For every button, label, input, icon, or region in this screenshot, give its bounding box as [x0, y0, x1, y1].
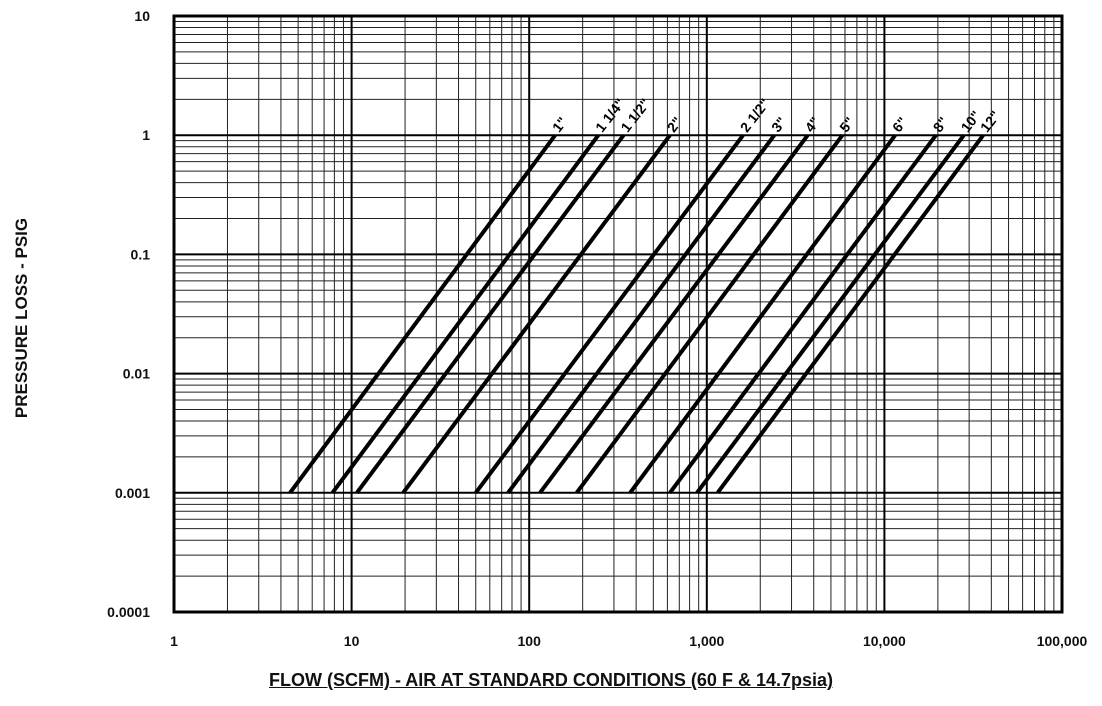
x-tick-label: 100,000	[1037, 633, 1088, 649]
y-tick-label: 0.0001	[107, 604, 150, 620]
series-line	[575, 134, 844, 494]
series-line	[506, 134, 776, 494]
series-line	[695, 134, 966, 494]
series-labels: 1" 1 1/4"1 1/2" 2" 2 1/2"3" 4" 5" 6" 8" 10"12"	[549, 95, 1003, 135]
series-label: 4"	[801, 114, 822, 135]
x-tick-label: 10	[344, 633, 360, 649]
series-label: 8"	[930, 114, 951, 135]
y-tick-labels: 10 1 0.1 0.01 0.001 0.0001	[107, 8, 150, 620]
series-line	[668, 134, 938, 494]
series-label: 1"	[549, 114, 570, 135]
series-line	[538, 134, 810, 494]
x-tick-label: 10,000	[863, 633, 906, 649]
y-tick-label: 0.001	[115, 485, 150, 501]
series-label: 12"	[977, 108, 1003, 135]
series-label: 6"	[889, 114, 910, 135]
series-line	[401, 134, 672, 494]
series-line	[715, 134, 985, 494]
series-label: 3"	[768, 114, 789, 135]
series-line	[474, 134, 745, 494]
x-tick-labels: 1 10 100 1,000 10,000 100,000	[170, 633, 1087, 649]
y-tick-label: 10	[134, 8, 150, 24]
plot-frame	[172, 14, 1064, 614]
x-tick-label: 1	[170, 633, 178, 649]
series-line	[628, 134, 897, 494]
x-axis-title: FLOW (SCFM) - AIR AT STANDARD CONDITIONS…	[268, 670, 833, 690]
series-line	[355, 134, 626, 494]
y-tick-label: 0.01	[123, 366, 150, 382]
x-tick-label: 1,000	[689, 633, 724, 649]
series-label: 5"	[836, 114, 857, 135]
series-lines	[288, 134, 985, 494]
major-grid	[173, 16, 1062, 613]
x-tick-label: 100	[518, 633, 542, 649]
y-tick-label: 0.1	[131, 246, 151, 262]
series-label: 2 1/2"	[737, 95, 773, 135]
series-line	[330, 134, 600, 494]
y-tick-label: 1	[142, 127, 150, 143]
series-line	[288, 134, 557, 494]
